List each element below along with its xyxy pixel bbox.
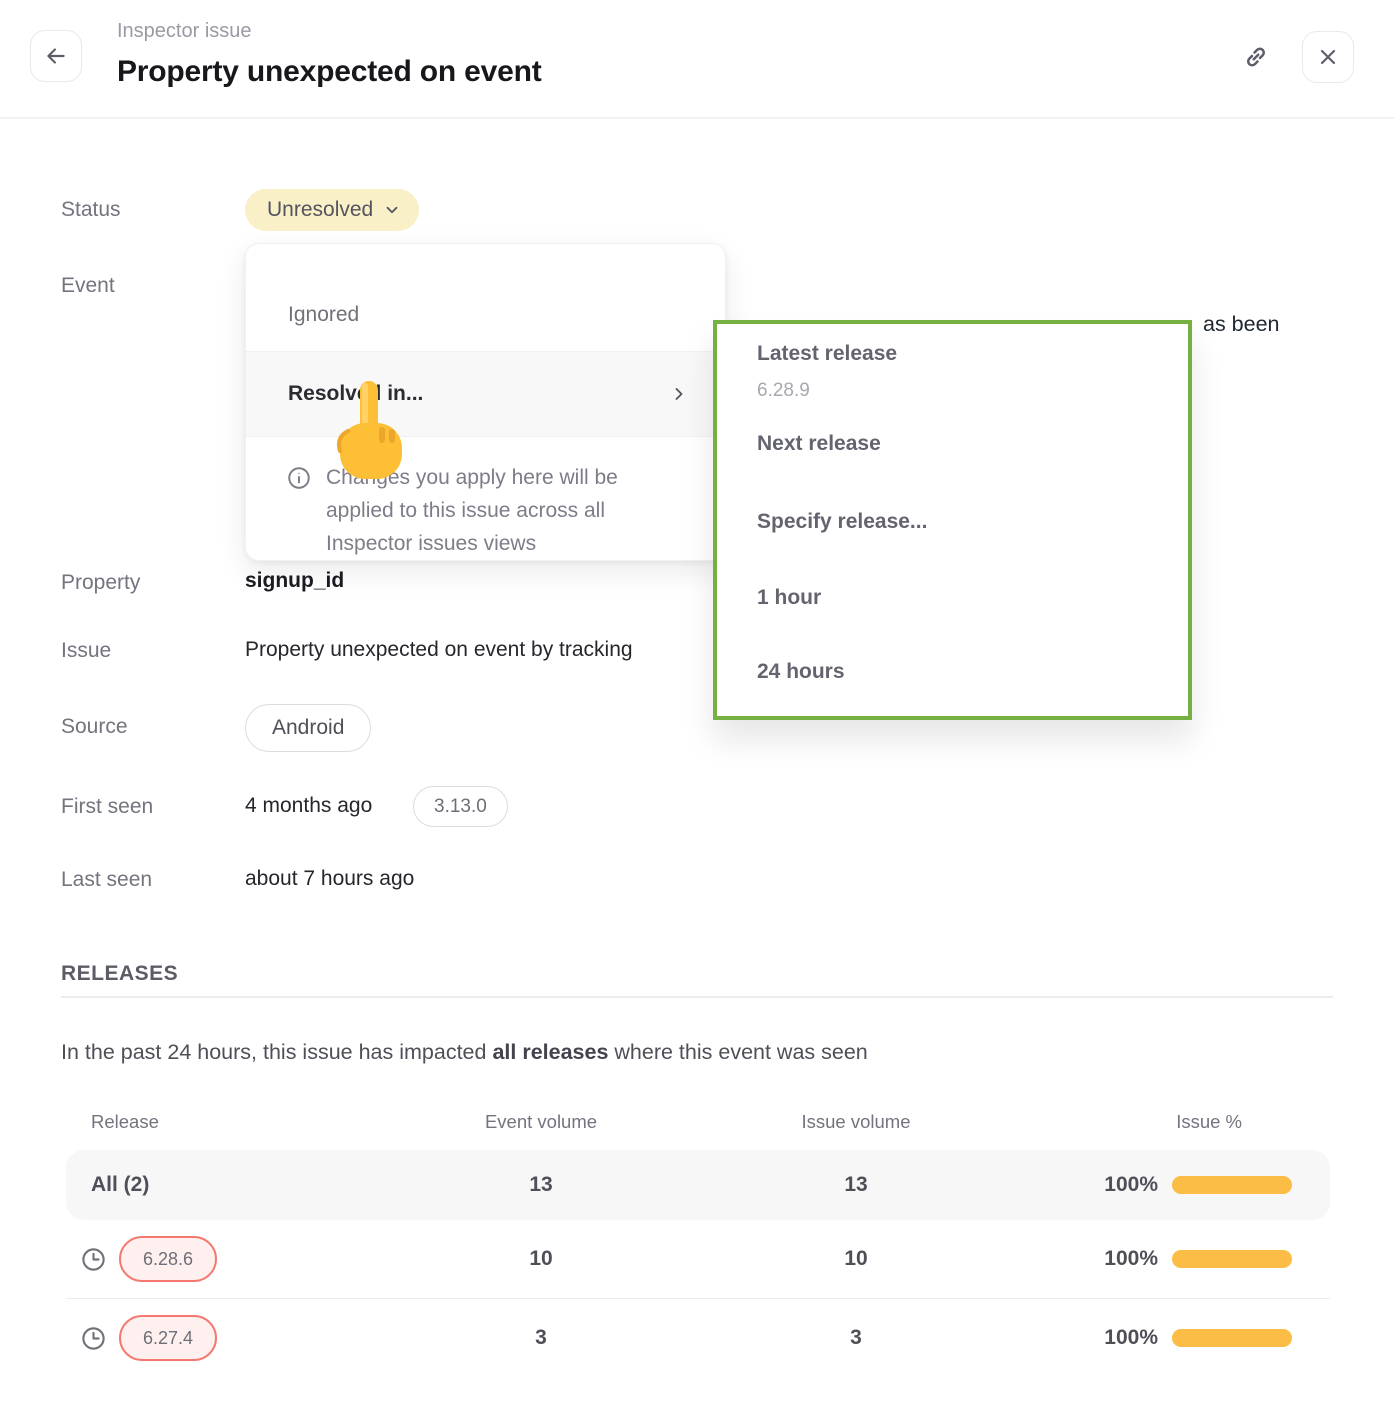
first-seen-release-pill[interactable]: 3.13.0 — [413, 786, 508, 827]
link-icon — [1241, 42, 1271, 72]
menu-item-resolved-in-label: Resolved in... — [288, 381, 424, 405]
last-seen-label: Last seen — [61, 868, 153, 891]
table-row-all[interactable]: All (2) 13 13 100% — [66, 1150, 1330, 1220]
releases-table: Release Event volume Issue volume Issue … — [66, 1100, 1330, 1377]
submenu-item-24-hours[interactable]: 24 hours — [757, 660, 845, 683]
submenu-item-next-release[interactable]: Next release — [757, 432, 881, 455]
submenu-latest-release-version: 6.28.9 — [757, 380, 810, 401]
status-dropdown-trigger[interactable]: Unresolved — [245, 189, 420, 231]
event-label: Event — [61, 274, 115, 297]
submenu-item-latest-release[interactable]: Latest release — [757, 342, 898, 365]
first-seen-value: 4 months ago — [245, 794, 373, 817]
close-button[interactable] — [1302, 31, 1354, 83]
issue-volume-value: 13 — [844, 1173, 868, 1196]
chevron-down-icon — [383, 201, 401, 219]
menu-divider — [246, 436, 725, 437]
source-pill[interactable]: Android — [245, 704, 372, 752]
source-label: Source — [61, 715, 128, 738]
status-dropdown-menu: Ignored Resolved in... Changes you apply… — [245, 243, 726, 561]
back-button[interactable] — [30, 30, 82, 82]
menu-divider — [246, 350, 725, 352]
issue-pct-bar — [1172, 1250, 1292, 1268]
clock-icon — [80, 1325, 107, 1352]
issue-pct-bar — [1172, 1329, 1292, 1347]
menu-info-text: Changes you apply here will be applied t… — [326, 466, 618, 555]
summary-suffix: where this event was seen — [608, 1040, 868, 1064]
close-icon — [1316, 45, 1340, 69]
issue-pct-value: 100% — [1104, 1247, 1158, 1270]
release-pill[interactable]: 6.27.4 — [119, 1315, 218, 1361]
last-seen-value: about 7 hours ago — [245, 867, 415, 890]
property-value: signup_id — [245, 569, 345, 592]
first-seen-label: First seen — [61, 795, 154, 818]
releases-summary: In the past 24 hours, this issue has imp… — [61, 1040, 868, 1065]
col-event-volume: Event volume — [484, 1111, 598, 1132]
submenu-item-1-hour[interactable]: 1 hour — [757, 586, 822, 609]
issue-value: Property unexpected on event by tracking — [245, 638, 633, 661]
event-volume-value: 10 — [529, 1247, 553, 1270]
col-issue-volume: Issue volume — [801, 1111, 911, 1132]
menu-item-resolved-in[interactable]: Resolved in... — [246, 351, 725, 437]
status-value: Unresolved — [267, 198, 374, 221]
table-row[interactable]: 6.28.6 10 10 100% — [66, 1220, 1330, 1298]
row-divider — [66, 1298, 1330, 1299]
copy-link-button[interactable] — [1238, 39, 1274, 75]
event-value-fragment: as been — [1203, 312, 1280, 336]
breadcrumb: Inspector issue — [117, 20, 252, 42]
issue-pct-value: 100% — [1104, 1326, 1158, 1349]
clock-icon — [80, 1246, 107, 1273]
status-label: Status — [61, 198, 121, 221]
issue-pct-bar — [1172, 1176, 1292, 1194]
summary-prefix: In the past 24 hours, this issue has imp… — [61, 1040, 493, 1064]
resolve-submenu: Latest release 6.28.9 Next release Speci… — [713, 320, 1192, 720]
menu-info-note: Changes you apply here will be applied t… — [246, 437, 725, 560]
releases-divider — [61, 996, 1333, 998]
releases-section-title: RELEASES — [61, 962, 179, 985]
event-volume-value: 3 — [535, 1326, 547, 1349]
submenu-item-specify-release[interactable]: Specify release... — [757, 510, 928, 533]
page-title: Property unexpected on event — [117, 55, 542, 88]
col-release: Release — [91, 1111, 159, 1132]
release-pill[interactable]: 6.28.6 — [119, 1236, 218, 1282]
release-all-label: All (2) — [91, 1173, 150, 1196]
menu-item-ignored[interactable]: Ignored — [246, 280, 725, 351]
arrow-left-icon — [43, 43, 69, 69]
issue-pct-value: 100% — [1104, 1173, 1158, 1196]
info-icon — [286, 465, 312, 560]
header-divider — [0, 117, 1394, 119]
releases-table-header: Release Event volume Issue volume Issue … — [66, 1100, 1330, 1144]
issue-volume-value: 3 — [850, 1326, 862, 1349]
col-issue-pct: Issue % — [1176, 1111, 1242, 1132]
issue-volume-value: 10 — [844, 1247, 868, 1270]
table-row[interactable]: 6.27.4 3 3 100% — [66, 1299, 1330, 1377]
event-volume-value: 13 — [529, 1173, 553, 1196]
property-label: Property — [61, 571, 141, 594]
menu-item-ignored-label: Ignored — [288, 303, 360, 327]
chevron-right-icon — [669, 384, 689, 404]
summary-bold: all releases — [492, 1040, 609, 1064]
issue-label: Issue — [61, 639, 112, 662]
